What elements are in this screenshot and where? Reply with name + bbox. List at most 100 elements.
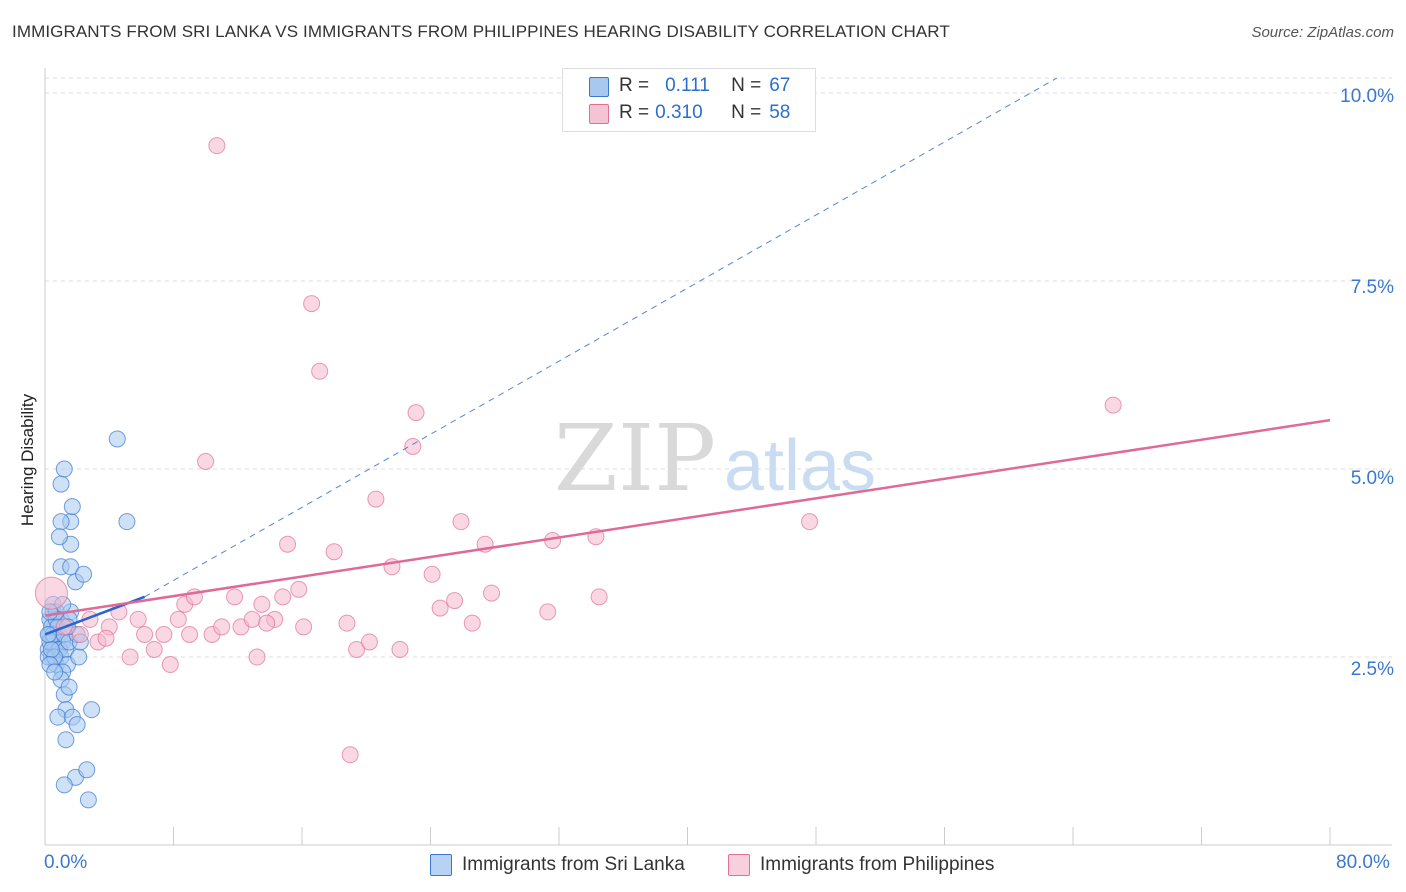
philippines-point <box>463 614 481 632</box>
sri-lanka-point <box>79 791 97 809</box>
sri-lanka-point <box>50 528 68 546</box>
watermark-zip: ZIP <box>554 405 716 512</box>
sri-lanka-point <box>75 565 93 583</box>
philippines-point <box>208 137 226 155</box>
philippines-point <box>539 603 557 621</box>
sri-lanka-point <box>70 648 88 666</box>
philippines-point <box>338 614 356 632</box>
sri-lanka-point <box>52 513 70 531</box>
philippines-point <box>129 610 147 628</box>
trend-layer <box>44 77 1331 636</box>
philippines-point <box>1104 396 1122 414</box>
philippines-point <box>181 625 199 643</box>
sri-lanka-point <box>46 663 64 681</box>
philippines-point <box>295 618 313 636</box>
points-layer <box>34 137 1122 809</box>
bottom-legend-philippines: Immigrants from Philippines <box>728 852 994 878</box>
source-credit: Source: ZipAtlas.com <box>1251 24 1394 41</box>
philippines-point <box>311 362 329 380</box>
philippines-point <box>303 295 321 313</box>
x-tick-label-max: 80.0% <box>1336 852 1390 873</box>
sri-lanka-point <box>60 678 78 696</box>
philippines-point <box>431 599 449 617</box>
bottom-legend-label-philippines: Immigrants from Philippines <box>760 854 995 875</box>
legend-n-label: N = <box>731 75 762 96</box>
philippines-point <box>423 565 441 583</box>
sri-lanka-point <box>42 640 60 658</box>
philippines-point <box>801 513 819 531</box>
sri-lanka-point <box>52 475 70 493</box>
sri-lanka-point <box>83 701 101 719</box>
philippines-point <box>325 543 343 561</box>
philippines-trend-line <box>44 418 1331 617</box>
philippines-point <box>590 588 608 606</box>
philippines-point <box>155 625 173 643</box>
philippines-point <box>253 595 271 613</box>
y-tick-label-7-5: 7.5% <box>1350 277 1394 298</box>
y-tick-label-2-5: 2.5% <box>1350 659 1394 680</box>
philippines-point <box>97 629 115 647</box>
legend-row-philippines: R = 0.310 N = 58 <box>619 100 790 126</box>
x-tick-label-min: 0.0% <box>44 852 88 873</box>
sri-lanka-point <box>68 716 86 734</box>
legend-swatch-sri-lanka <box>589 77 609 97</box>
philippines-point <box>446 592 464 610</box>
grid-layer <box>45 77 1392 658</box>
sri-lanka-trend-extension <box>144 77 1058 598</box>
legend-r-value: 0.310 <box>655 102 703 123</box>
sri-lanka-point <box>118 513 136 531</box>
philippines-point <box>161 656 179 674</box>
philippines-point <box>279 535 297 553</box>
legend-n-label: N = <box>731 102 762 123</box>
sri-lanka-point <box>57 731 75 749</box>
legend-row-sri-lanka: R = 0.111 N = 67 <box>619 73 790 99</box>
legend-r-value: 0.111 <box>665 75 710 96</box>
philippines-point <box>341 746 359 764</box>
philippines-point <box>145 640 163 658</box>
philippines-point <box>213 618 231 636</box>
philippines-point <box>121 648 139 666</box>
legend-swatch-philippines <box>589 104 609 124</box>
philippines-point <box>391 640 409 658</box>
philippines-point <box>34 576 68 610</box>
sri-lanka-point <box>78 761 96 779</box>
philippines-point <box>258 614 276 632</box>
chart-title: IMMIGRANTS FROM SRI LANKA VS IMMIGRANTS … <box>12 22 950 41</box>
watermark-atlas: atlas <box>724 426 876 506</box>
sri-lanka-point <box>63 498 81 516</box>
philippines-point <box>274 588 292 606</box>
philippines-point <box>290 580 308 598</box>
legend-r-label: R = <box>619 102 650 123</box>
sri-lanka-point <box>55 460 73 478</box>
philippines-point <box>248 648 266 666</box>
philippines-point <box>452 513 470 531</box>
philippines-point <box>483 584 501 602</box>
legend-n-value: 58 <box>769 102 791 123</box>
sri-lanka-point <box>49 708 67 726</box>
sri-lanka-point <box>62 558 80 576</box>
watermark: ZIP atlas <box>554 405 876 512</box>
philippines-point <box>197 453 215 470</box>
bottom-legend-label-sri-lanka: Immigrants from Sri Lanka <box>462 854 685 875</box>
philippines-point <box>360 633 378 651</box>
philippines-point <box>169 610 187 628</box>
legend-n-value: 67 <box>769 75 791 96</box>
philippines-point <box>407 404 425 422</box>
philippines-point <box>136 625 154 643</box>
philippines-point <box>348 640 366 658</box>
axis-layer <box>44 68 1392 846</box>
philippines-point <box>367 490 385 508</box>
bottom-swatch-sri-lanka <box>430 854 452 876</box>
stats-legend: R = 0.111 N = 67 R = 0.310 N = 58 <box>562 68 816 132</box>
y-tick-label-5: 5.0% <box>1350 468 1394 489</box>
philippines-point <box>71 625 89 643</box>
philippines-point <box>404 437 422 455</box>
sri-lanka-point <box>108 430 126 448</box>
philippines-point <box>243 610 261 628</box>
y-tick-label-10: 10.0% <box>1340 86 1394 107</box>
sri-lanka-point <box>55 776 73 794</box>
bottom-swatch-philippines <box>728 854 750 876</box>
philippines-point <box>226 588 244 606</box>
